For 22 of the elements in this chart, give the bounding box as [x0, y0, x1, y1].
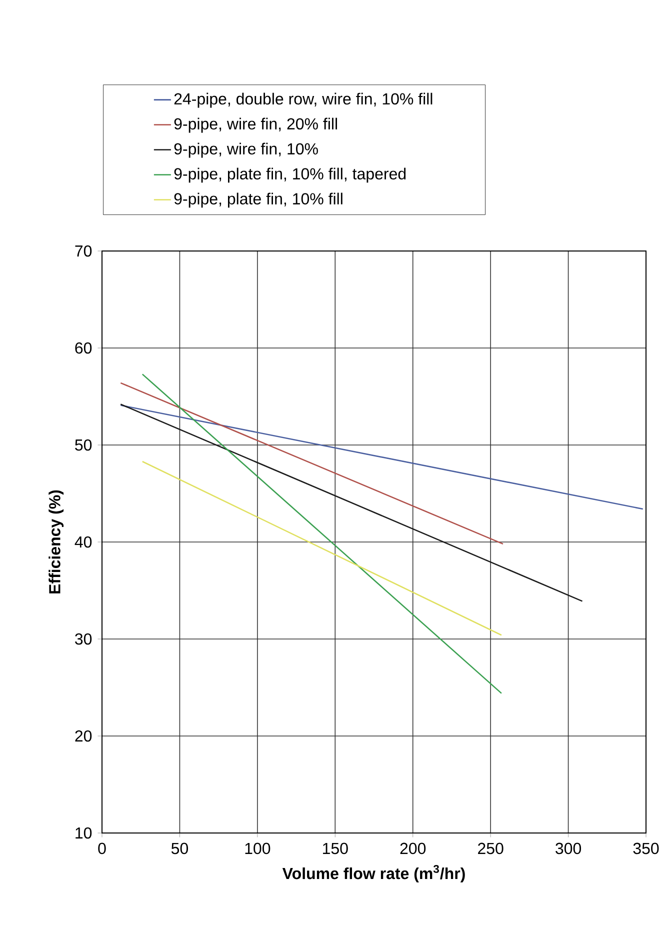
- x-tick-label: 0: [98, 842, 106, 854]
- y-tick-label: 60: [75, 342, 92, 354]
- x-tick-label: 200: [400, 842, 426, 854]
- x-tick-label: 350: [633, 842, 659, 854]
- x-tick-label: 250: [478, 842, 504, 854]
- y-tick-label: 30: [75, 633, 92, 645]
- legend-label: 9-pipe, wire fin, 20% fill: [174, 118, 337, 133]
- x-tick-label: 300: [556, 842, 582, 854]
- x-tick-label: 50: [171, 842, 188, 854]
- y-tick-label: 50: [75, 439, 92, 451]
- x-tick-label: 150: [323, 842, 348, 854]
- x-tick-label: 100: [245, 842, 270, 854]
- legend-label: 24-pipe, double row, wire fin, 10% fill: [174, 92, 432, 108]
- legend-label: 9-pipe, plate fin, 10% fill, tapered: [174, 168, 406, 183]
- y-tick-label: 20: [75, 730, 92, 742]
- y-tick-label: 40: [74, 536, 92, 548]
- y-tick-label: 10: [76, 827, 92, 839]
- y-tick-label: 70: [75, 245, 92, 257]
- y-axis-title: Efficiency (%): [48, 490, 64, 594]
- legend-label: 9-pipe, plate fin, 10% fill: [174, 192, 342, 208]
- legend-label: 9-pipe, wire fin, 10%: [174, 142, 318, 158]
- x-axis-title: Volume flow rate (m$^{3}$/hr): [282, 864, 465, 882]
